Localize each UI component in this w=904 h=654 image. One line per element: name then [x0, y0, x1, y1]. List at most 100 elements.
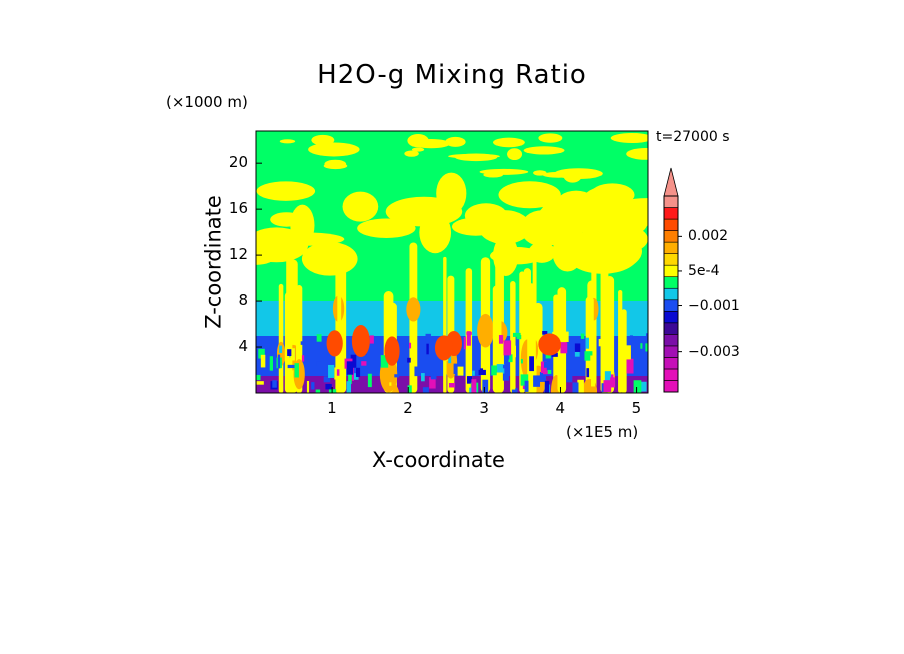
- field-peak: [326, 330, 343, 357]
- field-speckle: [389, 382, 392, 386]
- field-speckle: [580, 333, 585, 339]
- field-speckle: [502, 373, 509, 381]
- x-axis-label: X-coordinate: [372, 448, 505, 472]
- field-moist-blob: [256, 181, 316, 201]
- field-speckle: [478, 369, 486, 376]
- field-speckle: [604, 371, 611, 385]
- field-speckle: [522, 382, 526, 390]
- colorbar-segment: [663, 218, 679, 231]
- colorbar-segment: [663, 287, 679, 301]
- field-peak: [538, 333, 561, 356]
- field-plume: [618, 289, 623, 393]
- x-tick-label: 1: [327, 399, 337, 417]
- field-speckle: [346, 361, 354, 375]
- field-speckle: [572, 382, 579, 393]
- field-moist-blob: [342, 191, 379, 222]
- field-speckle: [574, 343, 581, 352]
- field-plume: [465, 268, 473, 393]
- axis-ticks: [256, 162, 638, 393]
- time-label: t=27000 s: [656, 129, 730, 145]
- field-speckle: [355, 367, 361, 378]
- field-speckle: [287, 364, 296, 369]
- field-moist-blob: [357, 218, 416, 238]
- field-speckle: [277, 354, 281, 369]
- field-speckle: [394, 374, 400, 378]
- field-speckle: [520, 374, 529, 386]
- field-speckle: [422, 387, 429, 393]
- field-speckle: [496, 372, 503, 377]
- field-speckle: [361, 361, 367, 366]
- x-tick-label: 5: [631, 399, 642, 417]
- field-speckle: [323, 376, 331, 383]
- field-upper-blob: [533, 170, 547, 176]
- colorbar-segment: [663, 310, 679, 324]
- field-speckle: [610, 377, 616, 388]
- field-speckle: [463, 337, 466, 350]
- field-speckle: [560, 342, 568, 354]
- y-tick-label: 4: [238, 337, 248, 356]
- field-upper-blob: [610, 133, 648, 144]
- field-speckle: [498, 335, 504, 344]
- colorbar-segment: [663, 264, 679, 278]
- field-speckle: [316, 334, 322, 342]
- colorbar-label: 5e-4: [688, 262, 720, 279]
- field-speckle: [577, 379, 584, 393]
- field-speckle: [584, 351, 593, 361]
- x-tick-label: 2: [403, 399, 413, 417]
- field-speckle: [421, 373, 425, 382]
- field-speckle: [256, 381, 264, 385]
- colorbar-segment: [663, 276, 679, 289]
- colorbar-label: −0.001: [688, 297, 740, 314]
- field-speckle: [425, 333, 431, 347]
- field-speckle: [515, 388, 518, 393]
- colorbar-segment: [663, 357, 679, 370]
- field-plume: [278, 283, 284, 393]
- field-peak: [351, 324, 370, 358]
- field-peak: [434, 335, 453, 361]
- colorbar-segment: [663, 195, 679, 208]
- field-speckle: [504, 355, 510, 360]
- field-plume-core: [406, 297, 421, 322]
- field-speckle: [591, 375, 595, 387]
- field-plume: [605, 276, 615, 393]
- field-speckle: [566, 369, 573, 383]
- field-speckle: [258, 348, 265, 359]
- colorbar-segment: [663, 299, 679, 312]
- field-speckle: [633, 380, 642, 393]
- field-speckle: [346, 381, 352, 393]
- colorbar-segment: [663, 253, 679, 266]
- field-upper-blob: [324, 159, 347, 169]
- field-speckle: [414, 366, 419, 377]
- field-moist-blob: [616, 198, 648, 215]
- field-upper-blob: [507, 148, 523, 161]
- field-speckle: [496, 364, 505, 374]
- field-speckle: [516, 335, 522, 340]
- field-speckle: [471, 379, 477, 393]
- colorbar-frame: [663, 195, 679, 393]
- field-speckle: [301, 355, 305, 362]
- field-speckle: [269, 356, 273, 371]
- field-moist-blob: [581, 214, 626, 247]
- field-moist-blob: [464, 203, 508, 228]
- field-speckle: [645, 343, 648, 352]
- field-upper-blob: [538, 133, 563, 143]
- field-upper-blob: [411, 147, 425, 152]
- field-upper-blob: [404, 150, 419, 157]
- field-speckle: [426, 343, 429, 355]
- colorbar-segment: [663, 230, 679, 243]
- x-tick-label: 4: [555, 399, 565, 417]
- field-moist-blob: [270, 232, 345, 246]
- y-tick-label: 12: [228, 245, 248, 264]
- field-speckle: [315, 389, 321, 393]
- y-tick-label: 20: [228, 153, 248, 172]
- field-speckle: [306, 380, 310, 393]
- field-speckle: [524, 380, 529, 392]
- field-plume-core: [477, 313, 494, 348]
- field-speckle: [626, 358, 634, 374]
- y-tick-label: 16: [228, 199, 248, 218]
- field-speckle: [407, 357, 411, 363]
- field-speckle: [287, 349, 292, 356]
- x-tick-label: 3: [479, 399, 489, 417]
- field-speckle: [443, 361, 446, 371]
